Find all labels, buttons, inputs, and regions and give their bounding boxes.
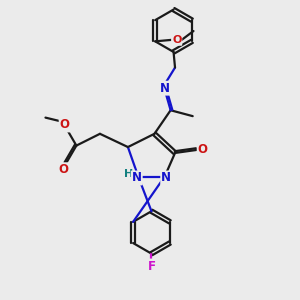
Text: O: O xyxy=(58,163,68,176)
Text: O: O xyxy=(172,35,182,45)
Text: N: N xyxy=(161,172,171,184)
Text: N: N xyxy=(132,172,142,184)
Text: F: F xyxy=(148,260,155,272)
Text: H: H xyxy=(124,169,134,179)
Text: O: O xyxy=(60,118,70,131)
Text: O: O xyxy=(198,143,208,157)
Text: N: N xyxy=(160,82,170,95)
